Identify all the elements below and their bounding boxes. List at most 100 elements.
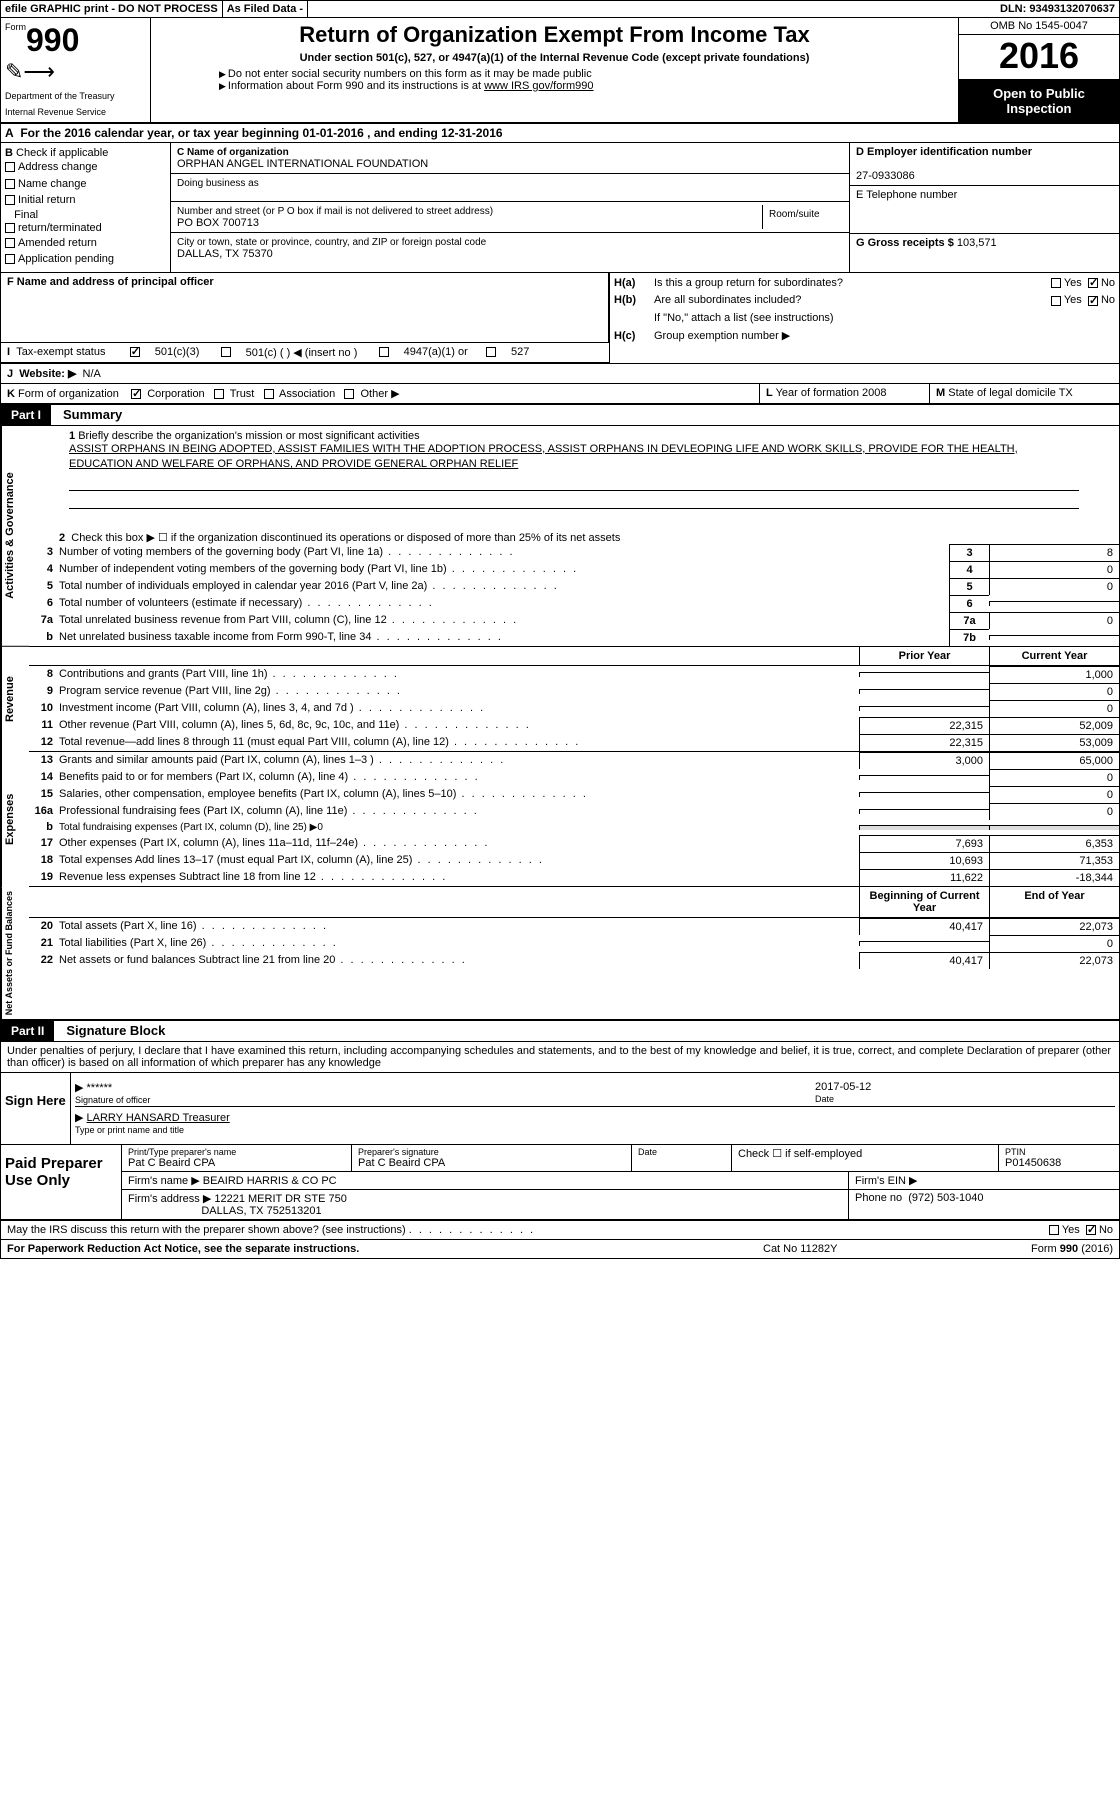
side-governance: Activities & Governance <box>1 426 29 647</box>
gross-receipts-label: G Gross receipts $ <box>856 237 954 249</box>
cb-name-change[interactable]: Name change <box>5 176 166 193</box>
self-employed-check[interactable]: Check ☐ if self-employed <box>738 1148 862 1160</box>
summary-line-12: 12Total revenue—add lines 8 through 11 (… <box>29 734 1119 751</box>
cb-527[interactable] <box>486 347 496 357</box>
col-prior-year: Prior Year <box>859 647 989 665</box>
summary-line-7a: 7aTotal unrelated business revenue from … <box>29 612 1119 629</box>
hc-exemption: Group exemption number ▶ <box>654 328 1115 346</box>
room-label: Room/suite <box>769 209 820 220</box>
cb-pending[interactable]: Application pending <box>5 251 166 268</box>
cb-initial-return[interactable]: Initial return <box>5 192 166 209</box>
cb-ha-no[interactable] <box>1088 278 1098 288</box>
perjury-declaration: Under penalties of perjury, I declare th… <box>1 1042 1119 1072</box>
side-expenses: Expenses <box>1 752 29 887</box>
cb-final-return[interactable]: Finalreturn/terminated <box>5 209 166 235</box>
form-title: Return of Organization Exempt From Incom… <box>159 22 950 48</box>
cb-501c3[interactable] <box>130 347 140 357</box>
firm-address1: 12221 MERIT DR STE 750 <box>214 1193 346 1205</box>
gross-receipts-value: 103,571 <box>957 237 997 249</box>
summary-line-b: bTotal fundraising expenses (Part IX, co… <box>29 820 1119 835</box>
summary-line-5: 5Total number of individuals employed in… <box>29 578 1119 595</box>
col-b-checkboxes: B Check if applicable Address change Nam… <box>1 143 171 272</box>
hb-subordinates: Are all subordinates included? <box>654 292 1051 310</box>
preparer-signature: Pat C Beaird CPA <box>358 1157 445 1169</box>
cat-number: Cat No 11282Y <box>763 1243 963 1255</box>
summary-line-16a: 16aProfessional fundraising fees (Part I… <box>29 803 1119 820</box>
cb-discuss-no[interactable] <box>1086 1225 1096 1235</box>
firm-ein-label: Firm's EIN ▶ <box>855 1175 918 1187</box>
signature-date: 2017-05-12 <box>815 1081 871 1093</box>
side-revenue: Revenue <box>1 647 29 752</box>
note-info: Information about Form 990 and its instr… <box>219 80 950 92</box>
row-i-tax-exempt: I Tax-exempt status 501(c)(3) 501(c) ( )… <box>1 343 609 363</box>
cb-discuss-yes[interactable] <box>1049 1225 1059 1235</box>
cb-address-change[interactable]: Address change <box>5 159 166 176</box>
firm-address2: DALLAS, TX 752513201 <box>201 1205 321 1217</box>
org-name: ORPHAN ANGEL INTERNATIONAL FOUNDATION <box>177 158 428 170</box>
summary-line-18: 18Total expenses Add lines 13–17 (must e… <box>29 852 1119 869</box>
principal-officer-label: F Name and address of principal officer <box>7 276 214 288</box>
col-c-org-info: C Name of organization ORPHAN ANGEL INTE… <box>171 143 849 272</box>
summary-line-3: 3Number of voting members of the governi… <box>29 544 1119 561</box>
state-domicile: State of legal domicile TX <box>948 387 1073 399</box>
hb-note: If "No," attach a list (see instructions… <box>654 310 1115 328</box>
col-deg: D Employer identification number 27-0933… <box>849 143 1119 272</box>
col-begin-year: Beginning of Current Year <box>859 887 989 917</box>
summary-line-10: 10Investment income (Part VIII, column (… <box>29 700 1119 717</box>
irs-logo-icon: ✎⟶ <box>5 59 146 85</box>
paperwork-notice: For Paperwork Reduction Act Notice, see … <box>7 1243 763 1255</box>
side-net-assets: Net Assets or Fund Balances <box>1 887 29 1019</box>
city-state-zip: DALLAS, TX 75370 <box>177 248 273 260</box>
form-header: Form990 ✎⟶ Department of the Treasury In… <box>1 18 1119 124</box>
summary-line-19: 19Revenue less expenses Subtract line 18… <box>29 869 1119 886</box>
part2-header: Part IISignature Block <box>1 1019 1119 1042</box>
cb-hb-no[interactable] <box>1088 296 1098 306</box>
cb-501c[interactable] <box>221 347 231 357</box>
irs-link[interactable]: www IRS gov/form990 <box>484 80 593 92</box>
ein-label: D Employer identification number <box>856 146 1032 158</box>
preparer-name: Pat C Beaird CPA <box>128 1157 215 1169</box>
cb-corp[interactable] <box>131 389 141 399</box>
cb-other[interactable] <box>344 389 354 399</box>
summary-line-13: 13Grants and similar amounts paid (Part … <box>29 752 1119 769</box>
row-a-tax-year: A For the 2016 calendar year, or tax yea… <box>1 124 1119 143</box>
street-address: PO BOX 700713 <box>177 217 259 229</box>
cb-trust[interactable] <box>214 389 224 399</box>
col-end-year: End of Year <box>989 887 1119 917</box>
efile-label: efile GRAPHIC print - DO NOT PROCESS <box>1 1 223 17</box>
cb-assoc[interactable] <box>264 389 274 399</box>
ptin-value: P01450638 <box>1005 1157 1061 1169</box>
summary-line-15: 15Salaries, other compensation, employee… <box>29 786 1119 803</box>
form-subtitle: Under section 501(c), 527, or 4947(a)(1)… <box>159 52 950 64</box>
asfiled-label: As Filed Data - <box>223 1 308 17</box>
summary-line-8: 8Contributions and grants (Part VIII, li… <box>29 666 1119 683</box>
form-number: 990 <box>26 22 79 59</box>
summary-line-17: 17Other expenses (Part IX, column (A), l… <box>29 835 1119 852</box>
cb-ha-yes[interactable] <box>1051 278 1061 288</box>
discuss-row: May the IRS discuss this return with the… <box>1 1221 1119 1240</box>
row-j-website: J Website: ▶ N/A <box>1 364 1119 384</box>
tax-year: 2016 <box>959 35 1119 80</box>
line2-discontinued: Check this box ▶ ☐ if the organization d… <box>71 532 620 544</box>
officer-name: LARRY HANSARD Treasurer <box>87 1112 230 1124</box>
row-k-form-org: K Form of organization Corporation Trust… <box>1 384 1119 405</box>
mission-label: Briefly describe the organization's miss… <box>78 430 419 442</box>
summary-line-22: 22Net assets or fund balances Subtract l… <box>29 952 1119 969</box>
year-formation: Year of formation 2008 <box>776 387 887 399</box>
dba-label: Doing business as <box>177 178 259 189</box>
ein-value: 27-0933086 <box>856 170 915 182</box>
footer: For Paperwork Reduction Act Notice, see … <box>1 1240 1119 1258</box>
telephone-label: E Telephone number <box>856 189 957 201</box>
summary-line-6: 6Total number of volunteers (estimate if… <box>29 595 1119 612</box>
summary-line-b: bNet unrelated business taxable income f… <box>29 629 1119 646</box>
paid-preparer-block: Paid Preparer Use Only Print/Type prepar… <box>1 1145 1119 1221</box>
dept-irs: Internal Revenue Service <box>5 107 146 117</box>
dln: DLN: 93493132070637 <box>996 1 1119 17</box>
cb-4947[interactable] <box>379 347 389 357</box>
cb-hb-yes[interactable] <box>1051 296 1061 306</box>
open-inspection: Open to Public Inspection <box>959 80 1119 122</box>
omb-number: OMB No 1545-0047 <box>959 18 1119 35</box>
form-ref: Form 990 (2016) <box>963 1243 1113 1255</box>
cb-amended[interactable]: Amended return <box>5 235 166 252</box>
form-label: Form <box>5 22 26 32</box>
